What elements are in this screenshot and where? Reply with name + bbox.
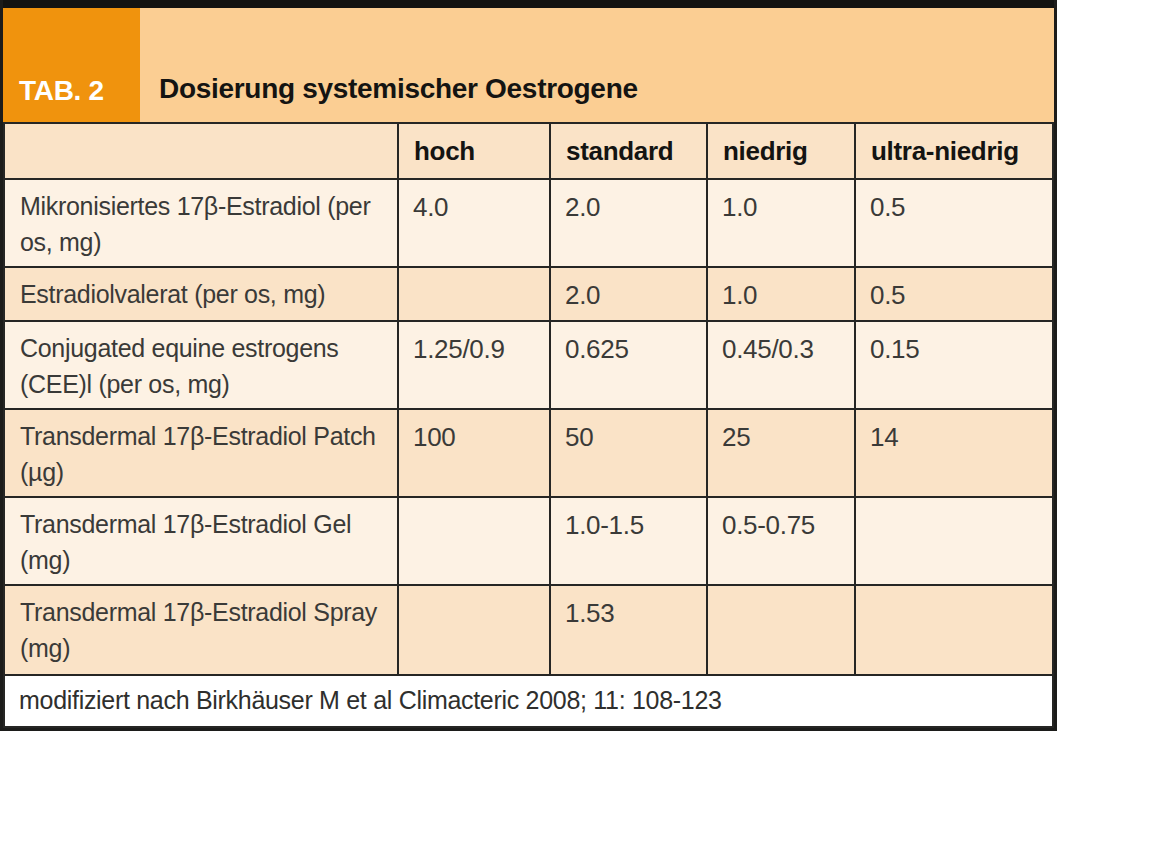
row-label: Transdermal 17β-Estradiol Gel (mg) [4, 497, 398, 585]
tab-number-badge: TAB. 2 [3, 8, 140, 122]
dose-value [398, 497, 550, 585]
dose-value: 100 [398, 409, 550, 497]
column-header-ultra-niedrig: ultra-niedrig [855, 123, 1053, 179]
table-row: Estradiolvalerat (per os, mg) 2.0 1.0 0.… [4, 267, 1053, 321]
dose-value: 0.625 [550, 321, 707, 409]
row-label: Transdermal 17β-Estradiol Patch (µg) [4, 409, 398, 497]
dose-value [398, 267, 550, 321]
table-row: Transdermal 17β-Estradiol Patch (µg) 100… [4, 409, 1053, 497]
column-header-niedrig: niedrig [707, 123, 855, 179]
dose-value: 1.0 [707, 179, 855, 267]
dose-value: 1.0-1.5 [550, 497, 707, 585]
dose-value: 50 [550, 409, 707, 497]
dose-value: 2.0 [550, 267, 707, 321]
dose-value [855, 497, 1053, 585]
dose-value: 0.15 [855, 321, 1053, 409]
top-border-bar [3, 0, 1054, 8]
row-label: Estradiolvalerat (per os, mg) [4, 267, 398, 321]
table-header-row: hoch standard niedrig ultra-niedrig [4, 123, 1053, 179]
figure-title: Dosierung systemischer Oestrogene [140, 73, 1054, 122]
dose-value: 25 [707, 409, 855, 497]
row-label: Conjugated equine estrogens (CEE)l (per … [4, 321, 398, 409]
dose-value: 0.5 [855, 179, 1053, 267]
dosage-table: hoch standard niedrig ultra-niedrig Mikr… [3, 122, 1054, 728]
dose-value [707, 585, 855, 675]
dose-value: 4.0 [398, 179, 550, 267]
dose-value: 0.5 [855, 267, 1053, 321]
column-header-standard: standard [550, 123, 707, 179]
dose-value: 14 [855, 409, 1053, 497]
row-label: Transdermal 17β-Estradiol Spray (mg) [4, 585, 398, 675]
dose-value [855, 585, 1053, 675]
table-figure: TAB. 2 Dosierung systemischer Oestrogene… [0, 0, 1057, 731]
table-row: Conjugated equine estrogens (CEE)l (per … [4, 321, 1053, 409]
dose-value: 0.5-0.75 [707, 497, 855, 585]
dose-value: 1.25/0.9 [398, 321, 550, 409]
column-header-empty [4, 123, 398, 179]
dose-value: 1.0 [707, 267, 855, 321]
source-note: modifiziert nach Birkhäuser M et al Clim… [4, 675, 1053, 727]
row-label: Mikronisiertes 17β-Estradiol (per os, mg… [4, 179, 398, 267]
table-row: Mikronisiertes 17β-Estradiol (per os, mg… [4, 179, 1053, 267]
column-header-hoch: hoch [398, 123, 550, 179]
dose-value: 2.0 [550, 179, 707, 267]
figure-header-band: TAB. 2 Dosierung systemischer Oestrogene [3, 8, 1054, 122]
dose-value [398, 585, 550, 675]
dose-value: 1.53 [550, 585, 707, 675]
dose-value: 0.45/0.3 [707, 321, 855, 409]
table-row: Transdermal 17β-Estradiol Spray (mg) 1.5… [4, 585, 1053, 675]
table-row: Transdermal 17β-Estradiol Gel (mg) 1.0-1… [4, 497, 1053, 585]
source-row: modifiziert nach Birkhäuser M et al Clim… [4, 675, 1053, 727]
